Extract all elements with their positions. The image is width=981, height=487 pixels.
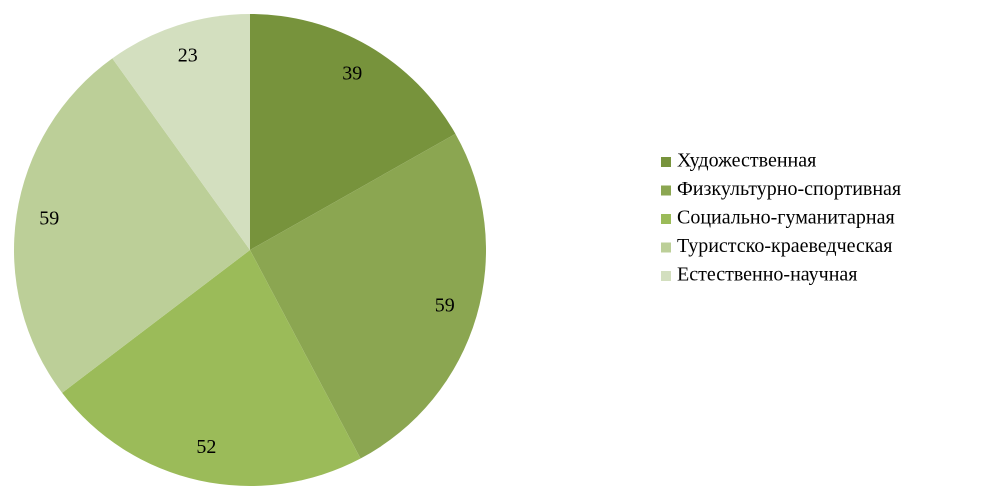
pie-slice — [112, 14, 250, 250]
legend-label: Естественно-научная — [677, 264, 858, 286]
legend-label: Физкультурно-спортивная — [677, 178, 901, 200]
legend-swatch — [661, 242, 671, 253]
data-label: 23 — [178, 44, 198, 66]
legend-label: Социально-гуманитарная — [677, 207, 895, 229]
pie-slice — [250, 14, 456, 250]
pie-slice — [250, 133, 486, 459]
data-label: 39 — [342, 62, 362, 84]
legend-label: Туристско-краеведческая — [677, 235, 892, 257]
data-label: 59 — [39, 207, 59, 229]
pie-slice — [14, 58, 251, 393]
legend-swatch — [661, 214, 671, 224]
data-label: 59 — [435, 295, 455, 317]
data-label: 52 — [196, 436, 216, 458]
legend-swatch — [661, 157, 671, 167]
pie-slice — [62, 250, 361, 487]
legend-swatch — [661, 271, 671, 281]
legend-label: Художественная — [677, 150, 816, 172]
legend-swatch — [661, 185, 671, 196]
